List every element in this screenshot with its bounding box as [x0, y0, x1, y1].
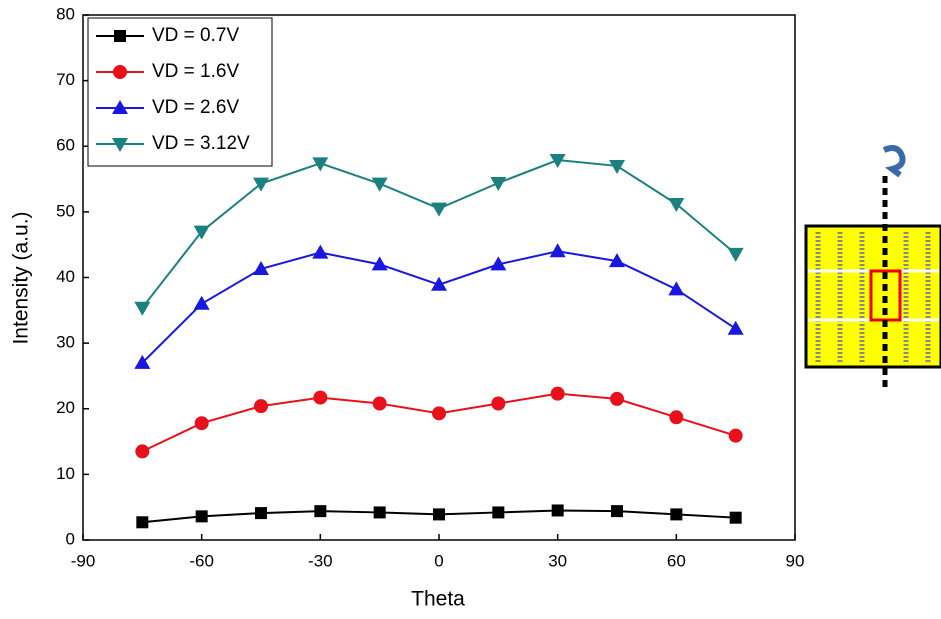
legend-label: VD = 1.6V: [152, 61, 239, 82]
marker: [135, 444, 150, 459]
marker: [373, 506, 386, 519]
marker: [136, 516, 149, 529]
marker: [312, 244, 329, 259]
y-tick-label: 60: [56, 136, 75, 155]
marker: [431, 202, 447, 217]
series-line: [141, 392, 736, 453]
marker: [433, 508, 445, 521]
x-tick-label: -30: [308, 551, 333, 570]
marker: [609, 159, 625, 174]
device-stripes: [815, 232, 931, 362]
marker: [371, 256, 388, 271]
inset-diagram: [804, 145, 941, 392]
marker: [490, 256, 507, 271]
legend-label: VD = 2.6V: [152, 97, 239, 118]
marker: [550, 386, 565, 401]
y-tick-label: 30: [56, 333, 75, 352]
y-tick-label: 10: [56, 464, 75, 483]
y-axis-label: Intensity (a.u.): [10, 211, 33, 344]
x-tick-label: 0: [434, 551, 443, 570]
marker: [549, 154, 566, 169]
series-line: [141, 250, 737, 364]
legend-label: VD = 0.7V: [152, 25, 239, 46]
marker: [371, 177, 388, 192]
marker: [727, 320, 744, 335]
y-tick-label: 70: [56, 70, 75, 89]
marker: [193, 225, 210, 240]
marker: [114, 30, 126, 42]
y-tick-label: 40: [56, 267, 75, 286]
marker: [134, 301, 151, 316]
marker: [551, 504, 564, 517]
marker: [253, 177, 269, 192]
marker: [611, 505, 623, 518]
x-axis-label: Theta: [411, 588, 465, 611]
marker: [254, 399, 268, 414]
x-tick-label: 60: [667, 551, 686, 570]
marker: [113, 65, 127, 79]
marker: [255, 507, 267, 520]
marker: [670, 508, 683, 521]
marker: [491, 396, 506, 411]
marker: [112, 138, 128, 152]
marker: [549, 243, 566, 258]
marker: [668, 281, 685, 296]
x-tick-label: 90: [786, 551, 805, 570]
x-tick-label: -90: [71, 551, 96, 570]
marker: [195, 510, 208, 523]
marker: [729, 511, 742, 524]
marker: [492, 506, 505, 519]
marker: [194, 416, 209, 431]
marker: [728, 428, 743, 443]
marker: [431, 276, 447, 291]
marker: [193, 295, 210, 310]
marker: [312, 157, 329, 172]
y-tick-label: 80: [56, 4, 75, 23]
marker: [609, 253, 625, 268]
y-tick-label: 0: [66, 529, 75, 548]
x-tick-label: -60: [189, 551, 214, 570]
rotation-arrow: [882, 145, 906, 178]
y-tick-label: 20: [56, 398, 75, 417]
marker: [134, 354, 151, 369]
marker: [668, 198, 685, 212]
legend-label: VD = 3.12V: [152, 133, 250, 154]
marker: [727, 247, 744, 262]
y-tick-label: 50: [56, 201, 75, 220]
marker: [112, 100, 128, 114]
x-tick-label: 30: [548, 551, 567, 570]
marker: [313, 390, 328, 405]
marker: [610, 391, 624, 406]
device-outline: [804, 224, 941, 369]
marker: [253, 260, 269, 275]
marker: [490, 177, 507, 191]
marker: [432, 406, 446, 421]
marker: [372, 396, 387, 411]
marker: [669, 410, 684, 425]
marker: [314, 505, 327, 518]
